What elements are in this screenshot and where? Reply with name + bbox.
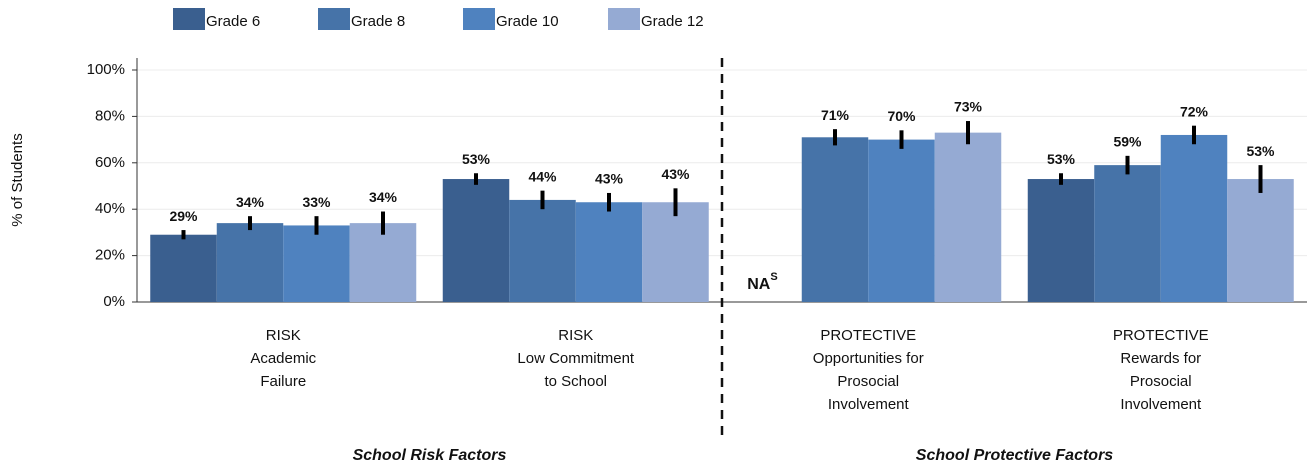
value-label: 59% <box>1113 134 1142 150</box>
legend-swatch <box>318 8 350 30</box>
bar <box>1094 165 1161 302</box>
na-text: NA <box>747 276 771 293</box>
x-tick-label: PROTECTIVE <box>1113 327 1209 344</box>
x-tick-label: PROTECTIVE <box>820 327 916 344</box>
x-tick-label: Prosocial <box>837 373 899 390</box>
value-label: 43% <box>661 166 690 182</box>
bar <box>349 223 417 302</box>
value-label: 70% <box>887 108 916 124</box>
group-label: School Protective Factors <box>916 447 1113 464</box>
bar <box>509 199 576 302</box>
bar <box>575 202 643 302</box>
value-label: 73% <box>954 99 983 115</box>
bar <box>642 202 709 302</box>
group-label: School Risk Factors <box>353 447 507 464</box>
x-tick-label: Low Commitment <box>517 350 635 367</box>
value-label: 33% <box>302 194 331 210</box>
y-tick-label: 0% <box>103 293 125 310</box>
value-label: 44% <box>528 168 557 184</box>
x-tick-label: RISK <box>266 327 301 344</box>
legend-label: Grade 8 <box>351 13 405 30</box>
y-tick-label: 20% <box>95 247 125 264</box>
y-tick-label: 40% <box>95 200 125 217</box>
y-tick-label: 60% <box>95 154 125 171</box>
x-tick-label: Involvement <box>1120 396 1202 413</box>
x-tick-label: Involvement <box>828 396 910 413</box>
value-label: 34% <box>369 189 398 205</box>
x-tick-label: RISK <box>558 327 593 344</box>
legend-swatch <box>463 8 495 30</box>
y-axis-label: % of Students <box>9 133 26 226</box>
bar <box>150 234 217 302</box>
bar <box>1027 179 1095 302</box>
bar <box>283 225 350 302</box>
y-tick-label: 80% <box>95 107 125 124</box>
x-tick-label: Academic <box>250 350 316 367</box>
legend-label: Grade 10 <box>496 13 559 30</box>
bar <box>801 137 869 302</box>
legend-label: Grade 6 <box>206 13 260 30</box>
x-tick-label: to School <box>544 373 607 390</box>
value-label: 72% <box>1180 103 1209 119</box>
na-label: NAS <box>747 271 777 293</box>
value-label: 34% <box>236 194 265 210</box>
bar <box>934 132 1002 302</box>
legend-label: Grade 12 <box>641 13 704 30</box>
bar <box>442 179 510 302</box>
value-label: 71% <box>821 107 850 123</box>
value-label: 53% <box>1047 151 1076 167</box>
x-tick-label: Rewards for <box>1120 350 1201 367</box>
x-tick-label: Opportunities for <box>813 350 924 367</box>
value-label: 29% <box>169 208 198 224</box>
y-tick-label: 100% <box>87 61 125 78</box>
value-label: 53% <box>462 151 491 167</box>
na-sup: S <box>770 271 777 283</box>
bar <box>868 139 935 302</box>
bar <box>1160 134 1228 302</box>
legend-swatch <box>173 8 205 30</box>
bar <box>216 223 284 302</box>
x-tick-label: Prosocial <box>1130 373 1192 390</box>
bar <box>1227 179 1294 302</box>
value-label: 43% <box>595 171 624 187</box>
legend-swatch <box>608 8 640 30</box>
x-tick-label: Failure <box>260 373 306 390</box>
value-label: 53% <box>1246 143 1275 159</box>
